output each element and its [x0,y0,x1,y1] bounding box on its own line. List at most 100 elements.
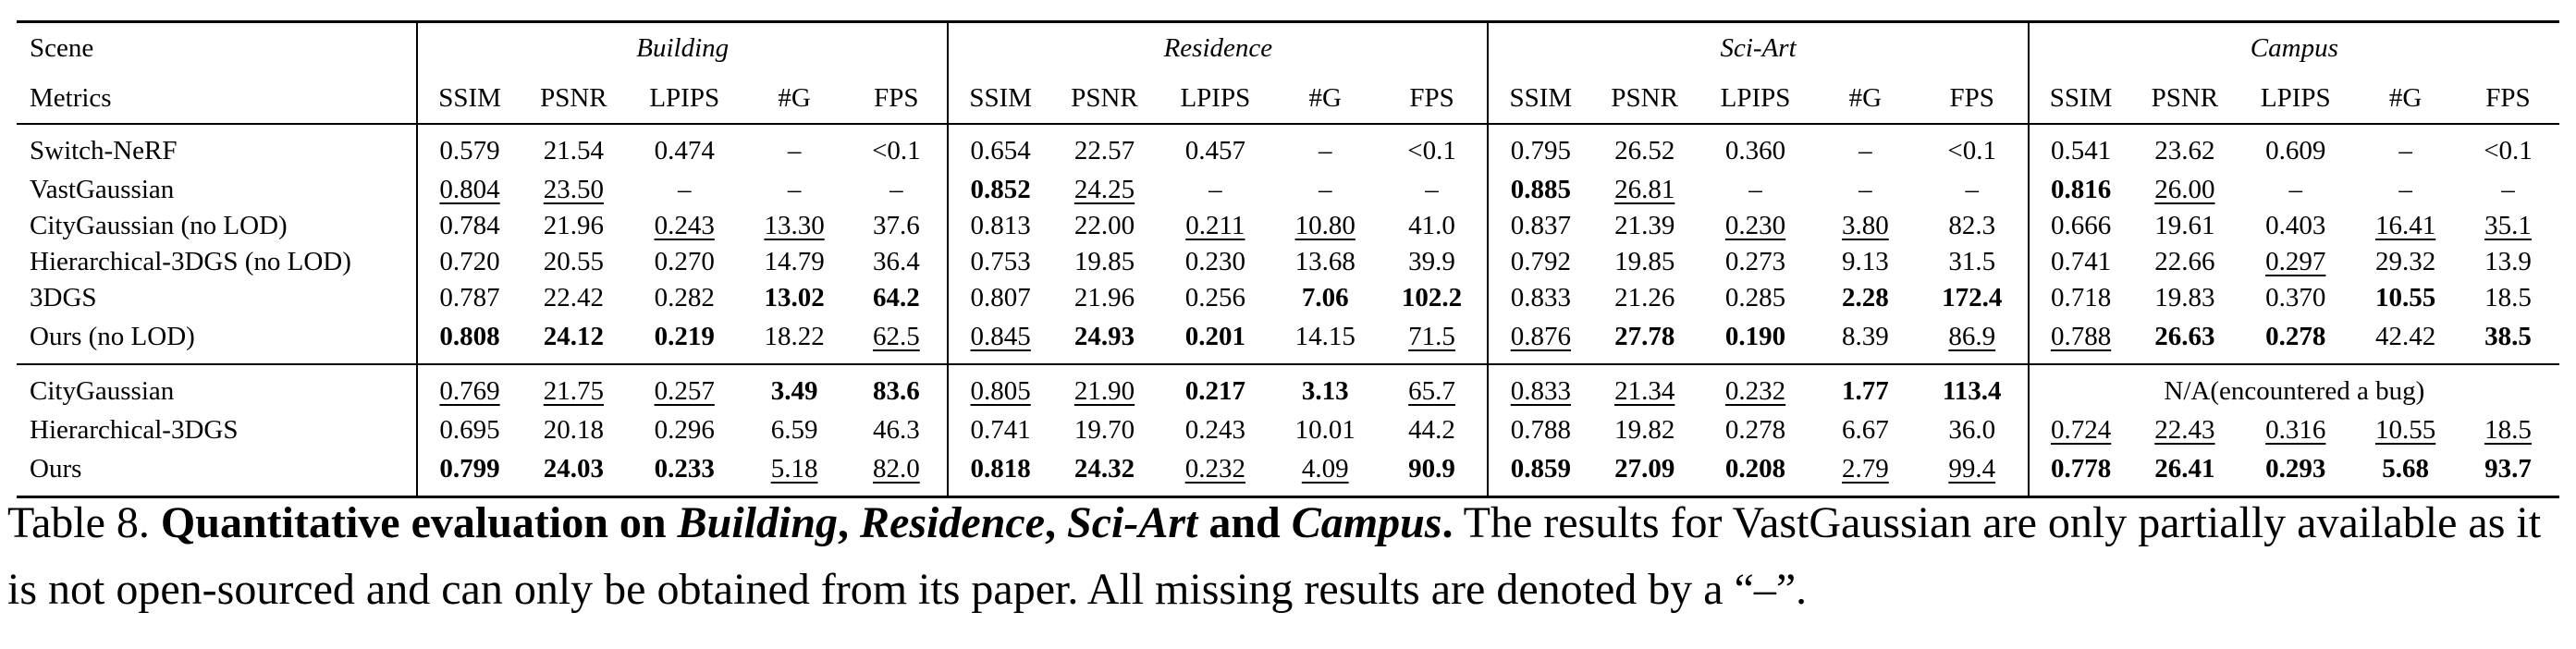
table-cell: 13.02 [743,280,846,316]
cell-value: 3.49 [770,376,818,406]
table-cell: 16.41 [2354,208,2457,244]
cell-value: 20.18 [543,415,604,445]
table-cell: 26.81 [1592,172,1697,208]
cell-value: 0.360 [1724,136,1786,165]
table-cell: 0.799 [416,448,521,498]
cell-value: 1.77 [1842,376,1889,406]
cell-value: – [2398,175,2412,204]
table-cell: – [1697,172,1814,208]
cell-value: 82.0 [872,454,920,484]
table-cell: 64.2 [845,280,948,316]
table-cell: 6.67 [1814,412,1917,448]
cell-value: 0.813 [970,211,1031,240]
cell-value: 21.34 [1614,376,1675,406]
cell-value: 36.4 [872,247,920,276]
cell-value: 0.211 [1185,211,1245,240]
table-cell: 5.68 [2354,448,2457,498]
cell-value: – [889,175,903,204]
table-cell: 71.5 [1376,316,1489,365]
table-cell: 13.30 [743,208,846,244]
cell-value: 37.6 [872,211,920,240]
results-table: Scene Building Residence Sci-Art Campus … [17,20,2559,498]
table-cell: 0.778 [2027,448,2133,498]
caption-sep: , [838,498,850,547]
cell-value: 26.41 [2154,454,2215,484]
metric-header-sci-art-lpips: LPIPS [1697,73,1814,125]
table-cell: – [2237,172,2354,208]
table-cell: 2.79 [1814,448,1917,498]
cell-value: 0.316 [2265,415,2326,445]
cell-value: 18.5 [2484,415,2532,445]
table-cell: 0.208 [1697,448,1814,498]
table-cell: 10.55 [2354,412,2457,448]
scene-header-row: Scene Building Residence Sci-Art Campus [17,20,2559,73]
table-cell: 36.4 [845,244,948,280]
table-cell: 5.18 [742,448,846,498]
cell-value: 39.9 [1408,247,1455,276]
cell-value: 0.270 [654,247,715,276]
cell-value: 31.5 [1948,247,1996,276]
table-cell: 22.43 [2132,412,2237,448]
cell-value: 0.273 [1724,247,1786,276]
table-cell: 0.243 [1157,412,1274,448]
cell-value: 64.2 [872,283,920,312]
cell-value: 0.370 [2265,283,2326,312]
cell-value: 13.02 [764,283,825,312]
table-row: Ours 0.799 24.03 0.233 5.18 82.0 0.818 24.32 0.2… [17,448,2559,498]
cell-value: 0.403 [2265,211,2326,240]
table-cell: 0.787 [416,280,521,316]
results-block-no-lod: Switch-NeRF 0.579 21.54 0.474 – <0.1 0.654 22.5… [17,124,2559,365]
cell-value: 44.2 [1408,415,1455,445]
cell-value: – [1425,175,1439,204]
table-cell: <0.1 [845,124,948,172]
cell-value: 21.54 [543,136,604,165]
cell-value: 19.85 [1073,247,1135,276]
cell-value: <0.1 [2484,136,2533,165]
metric-header-campus-lpips: LPIPS [2237,73,2355,125]
table-cell: 0.579 [416,124,521,172]
table-cell: 24.03 [521,448,626,498]
cell-value: N/A(encountered a bug) [2164,376,2425,406]
cell-value: 36.0 [1948,415,1996,445]
table-cell: – [1274,172,1377,208]
cell-value: 82.3 [1948,211,1996,240]
table-cell: 20.55 [521,244,626,280]
cell-value: 83.6 [872,376,920,406]
results-table-container: Scene Building Residence Sci-Art Campus … [17,20,2559,498]
caption-scene-residence: Residence [860,498,1045,547]
table-cell: – [1917,172,2029,208]
table-cell: 6.59 [743,412,846,448]
cell-value: – [2398,136,2412,165]
table-cell: 21.75 [521,364,626,412]
cell-value: 24.03 [543,454,604,484]
table-cell: 0.788 [1487,412,1593,448]
table-row: Switch-NeRF 0.579 21.54 0.474 – <0.1 0.654 22.5… [17,124,2559,172]
cell-value: 24.12 [543,322,604,351]
metric-header-residence-ssim: SSIM [947,73,1053,125]
cell-value: 19.85 [1614,247,1675,276]
table-cell: 19.70 [1052,412,1157,448]
table-row: CityGaussian 0.769 21.75 0.257 3.49 83.6 0.805… [17,364,2559,412]
table-cell: 37.6 [845,208,948,244]
cell-value: 62.5 [872,322,920,351]
method-name: Hierarchical-3DGS (no LOD) [30,247,351,276]
cell-value: 5.18 [770,454,818,484]
cell-value: 0.833 [1510,283,1571,312]
cell-value: 21.90 [1073,376,1135,406]
table-cell: 62.5 [845,316,949,365]
table-cell: 3.13 [1274,364,1377,412]
table-cell: 0.293 [2237,448,2355,498]
cell-value: 0.885 [1510,175,1571,204]
table-cell: 21.39 [1592,208,1697,244]
table-cell: – [1814,124,1917,172]
cell-value: 0.243 [654,211,715,240]
table-cell: 18.5 [2457,280,2559,316]
cell-value: 0.804 [439,175,500,204]
cell-value: 19.61 [2154,211,2215,240]
cell-value: 0.876 [1510,322,1571,351]
table-cell: 0.285 [1697,280,1814,316]
metrics-header-row: Metrics SSIM PSNR LPIPS #G FPS SSIM PSNR LPIPS #… [17,73,2559,125]
cell-value: 26.63 [2154,322,2215,351]
cell-value: 0.788 [1510,415,1571,445]
table-cell: 0.741 [947,412,1053,448]
